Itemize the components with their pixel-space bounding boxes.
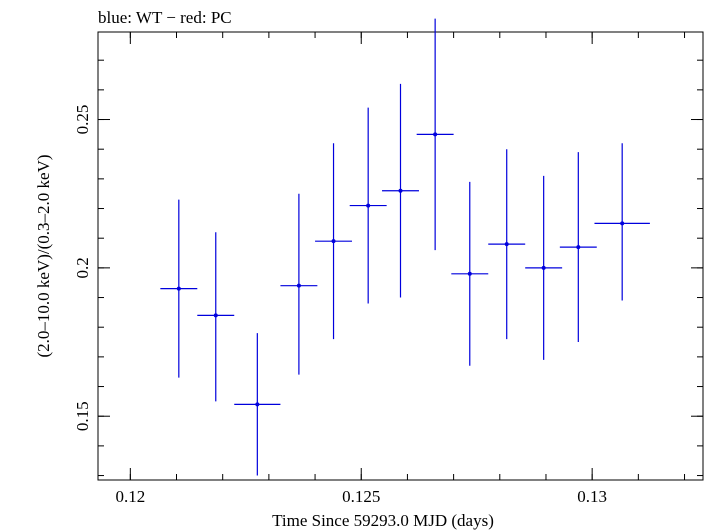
data-point bbox=[488, 149, 526, 340]
data-point bbox=[382, 83, 419, 298]
x-tick-label: 0.125 bbox=[342, 487, 380, 506]
data-point bbox=[416, 18, 454, 251]
point-marker bbox=[213, 313, 218, 318]
y-axis-label: (2.0–10.0 keV)/(0.3–2.0 keV) bbox=[34, 154, 53, 357]
data-point bbox=[315, 143, 353, 340]
data-point bbox=[451, 181, 489, 366]
y-tick-label: 0.25 bbox=[73, 105, 92, 135]
plot-frame bbox=[97, 31, 704, 481]
point-marker bbox=[620, 221, 625, 226]
point-marker bbox=[504, 242, 509, 247]
data-point bbox=[197, 232, 235, 402]
chart-title: blue: WT − red: PC bbox=[98, 8, 232, 27]
data-point bbox=[594, 143, 650, 301]
data-point bbox=[525, 175, 563, 360]
data-point bbox=[234, 333, 281, 476]
point-marker bbox=[576, 245, 581, 250]
point-marker bbox=[331, 239, 336, 244]
x-axis-label: Time Since 59293.0 MJD (days) bbox=[272, 511, 494, 530]
point-marker bbox=[467, 271, 472, 276]
data-point bbox=[559, 152, 597, 343]
point-marker bbox=[255, 402, 260, 407]
data-point bbox=[349, 107, 387, 304]
axis-ticks bbox=[98, 32, 703, 480]
data-points bbox=[160, 18, 650, 476]
point-marker bbox=[296, 283, 301, 288]
point-marker bbox=[398, 188, 403, 193]
x-tick-label: 0.13 bbox=[577, 487, 607, 506]
point-marker bbox=[433, 132, 438, 137]
data-point bbox=[280, 193, 318, 375]
y-tick-label: 0.15 bbox=[73, 401, 92, 431]
x-tick-labels: 0.12 0.125 0.13 bbox=[115, 487, 607, 506]
y-tick-labels: 0.15 0.2 0.25 bbox=[73, 105, 92, 431]
data-point bbox=[160, 199, 198, 378]
y-tick-label: 0.2 bbox=[73, 257, 92, 278]
point-marker bbox=[366, 203, 371, 208]
x-tick-label: 0.12 bbox=[115, 487, 145, 506]
point-marker bbox=[176, 286, 181, 291]
point-marker bbox=[541, 265, 546, 270]
